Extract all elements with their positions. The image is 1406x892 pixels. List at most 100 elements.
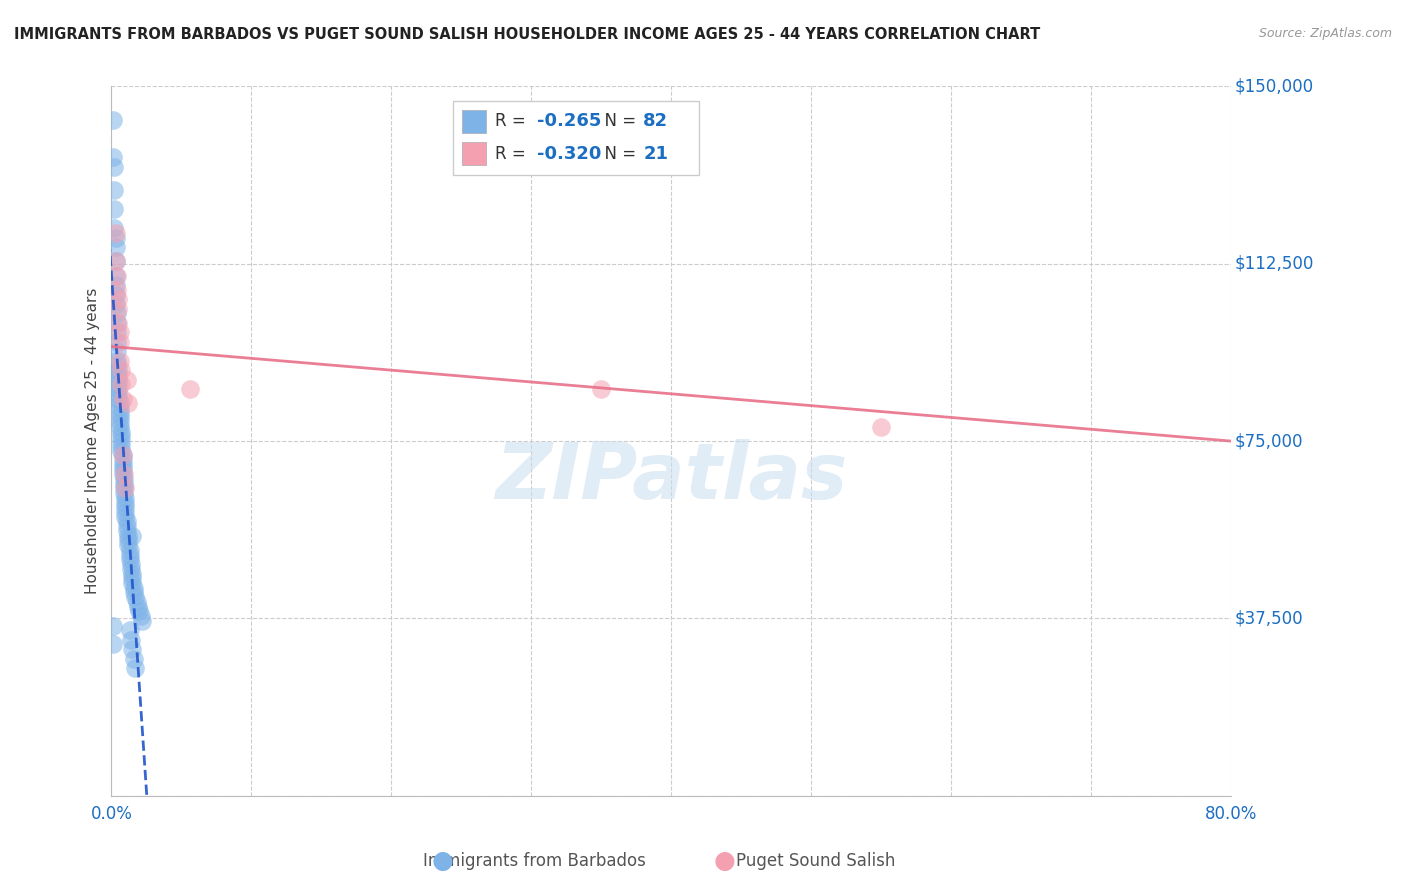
Point — [110, 434, 132, 449]
Text: Source: ZipAtlas.com: Source: ZipAtlas.com — [1258, 27, 1392, 40]
Point — [111, 458, 134, 472]
Point — [105, 283, 128, 297]
Point — [112, 467, 135, 482]
Point — [105, 316, 128, 330]
Point — [120, 557, 142, 571]
Point — [118, 548, 141, 562]
Point — [117, 538, 139, 552]
Point — [117, 396, 139, 410]
Text: ●: ● — [432, 849, 454, 872]
Text: $75,000: $75,000 — [1234, 432, 1303, 450]
Point — [101, 112, 124, 127]
Point — [114, 495, 136, 509]
Point — [121, 571, 143, 585]
Text: Immigrants from Barbados: Immigrants from Barbados — [423, 852, 645, 870]
Point — [120, 562, 142, 576]
Point — [111, 392, 134, 406]
Point — [127, 599, 149, 614]
Point — [103, 184, 125, 198]
Point — [105, 353, 128, 368]
Point — [107, 377, 129, 392]
Point — [108, 415, 131, 429]
Point — [104, 268, 127, 283]
Point — [115, 515, 138, 529]
Point — [112, 476, 135, 491]
Y-axis label: Householder Income Ages 25 - 44 years: Householder Income Ages 25 - 44 years — [86, 288, 100, 594]
Point — [107, 363, 129, 377]
Text: Puget Sound Salish: Puget Sound Salish — [735, 852, 896, 870]
Point — [124, 661, 146, 675]
Text: N =: N = — [593, 145, 641, 163]
Text: R =: R = — [495, 112, 531, 130]
Text: $112,500: $112,500 — [1234, 255, 1313, 273]
Point — [110, 377, 132, 392]
Point — [107, 292, 129, 306]
Point — [107, 316, 129, 330]
Point — [111, 453, 134, 467]
Point — [117, 529, 139, 543]
Point — [105, 334, 128, 349]
Point — [118, 542, 141, 557]
Point — [118, 624, 141, 638]
Point — [111, 448, 134, 462]
Point — [110, 425, 132, 439]
Point — [120, 632, 142, 647]
Point — [111, 467, 134, 482]
Point — [124, 590, 146, 604]
Text: -0.265: -0.265 — [537, 112, 602, 130]
Point — [128, 604, 150, 618]
Point — [114, 505, 136, 519]
Point — [108, 326, 131, 340]
Text: IMMIGRANTS FROM BARBADOS VS PUGET SOUND SALISH HOUSEHOLDER INCOME AGES 25 - 44 Y: IMMIGRANTS FROM BARBADOS VS PUGET SOUND … — [14, 27, 1040, 42]
Point — [110, 443, 132, 458]
Point — [118, 552, 141, 566]
Point — [122, 581, 145, 595]
Point — [112, 486, 135, 500]
Point — [114, 482, 136, 496]
FancyBboxPatch shape — [461, 143, 486, 165]
Text: R =: R = — [495, 145, 531, 163]
Point — [870, 420, 893, 434]
Point — [103, 202, 125, 217]
Point — [104, 254, 127, 268]
Text: -0.320: -0.320 — [537, 145, 602, 163]
Point — [107, 392, 129, 406]
Point — [122, 585, 145, 599]
Point — [107, 301, 129, 316]
Point — [108, 401, 131, 415]
Point — [111, 448, 134, 462]
Point — [110, 429, 132, 443]
Point — [110, 439, 132, 453]
Point — [121, 529, 143, 543]
Point — [108, 420, 131, 434]
Point — [121, 576, 143, 591]
Point — [117, 533, 139, 548]
Point — [131, 614, 153, 628]
Point — [104, 278, 127, 293]
Point — [122, 651, 145, 665]
Point — [105, 306, 128, 320]
Point — [125, 595, 148, 609]
Point — [104, 240, 127, 254]
Point — [115, 524, 138, 538]
Point — [107, 386, 129, 401]
Point — [108, 410, 131, 425]
Point — [104, 231, 127, 245]
Text: 82: 82 — [643, 112, 668, 130]
Text: $150,000: $150,000 — [1234, 78, 1313, 95]
Point — [107, 382, 129, 396]
Text: N =: N = — [593, 112, 641, 130]
Point — [105, 268, 128, 283]
Point — [115, 373, 138, 387]
Point — [105, 344, 128, 359]
Point — [115, 519, 138, 533]
Point — [121, 566, 143, 581]
Point — [114, 500, 136, 515]
Point — [112, 472, 135, 486]
Text: ZIPatlas: ZIPatlas — [495, 439, 848, 515]
FancyBboxPatch shape — [453, 101, 699, 175]
Point — [101, 150, 124, 164]
Point — [104, 226, 127, 240]
Point — [105, 359, 128, 373]
Point — [110, 363, 132, 377]
